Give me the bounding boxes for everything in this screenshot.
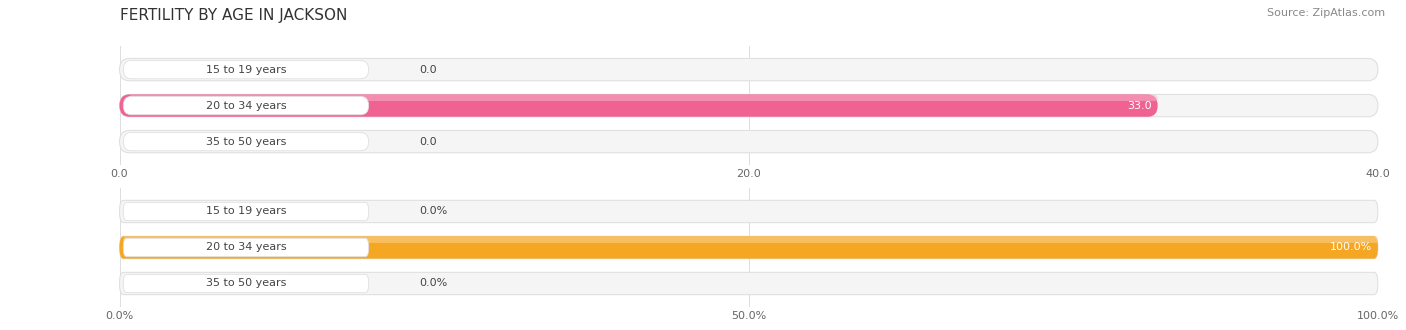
FancyBboxPatch shape <box>124 237 1378 243</box>
Text: 15 to 19 years: 15 to 19 years <box>205 207 287 216</box>
FancyBboxPatch shape <box>124 132 368 151</box>
FancyBboxPatch shape <box>120 236 1378 259</box>
Text: FERTILITY BY AGE IN JACKSON: FERTILITY BY AGE IN JACKSON <box>120 8 347 23</box>
Text: 0.0: 0.0 <box>419 65 437 75</box>
Text: 0.0%: 0.0% <box>419 279 447 288</box>
FancyBboxPatch shape <box>120 94 1378 117</box>
FancyBboxPatch shape <box>120 58 1378 81</box>
Text: 20 to 34 years: 20 to 34 years <box>205 243 287 252</box>
FancyBboxPatch shape <box>124 96 368 115</box>
FancyBboxPatch shape <box>120 272 1378 295</box>
Text: 0.0: 0.0 <box>419 137 437 147</box>
FancyBboxPatch shape <box>120 236 1378 259</box>
Text: Source: ZipAtlas.com: Source: ZipAtlas.com <box>1267 8 1385 18</box>
FancyBboxPatch shape <box>120 94 1157 117</box>
FancyBboxPatch shape <box>120 130 1378 153</box>
FancyBboxPatch shape <box>120 200 1378 223</box>
Text: 35 to 50 years: 35 to 50 years <box>205 137 287 147</box>
FancyBboxPatch shape <box>124 238 368 257</box>
Text: 33.0: 33.0 <box>1126 101 1152 111</box>
FancyBboxPatch shape <box>124 60 368 79</box>
Text: 100.0%: 100.0% <box>1329 243 1372 252</box>
Text: 0.0%: 0.0% <box>419 207 447 216</box>
FancyBboxPatch shape <box>124 274 368 293</box>
FancyBboxPatch shape <box>124 202 368 221</box>
Text: 20 to 34 years: 20 to 34 years <box>205 101 287 111</box>
Text: 15 to 19 years: 15 to 19 years <box>205 65 287 75</box>
FancyBboxPatch shape <box>129 95 1157 101</box>
Text: 35 to 50 years: 35 to 50 years <box>205 279 287 288</box>
